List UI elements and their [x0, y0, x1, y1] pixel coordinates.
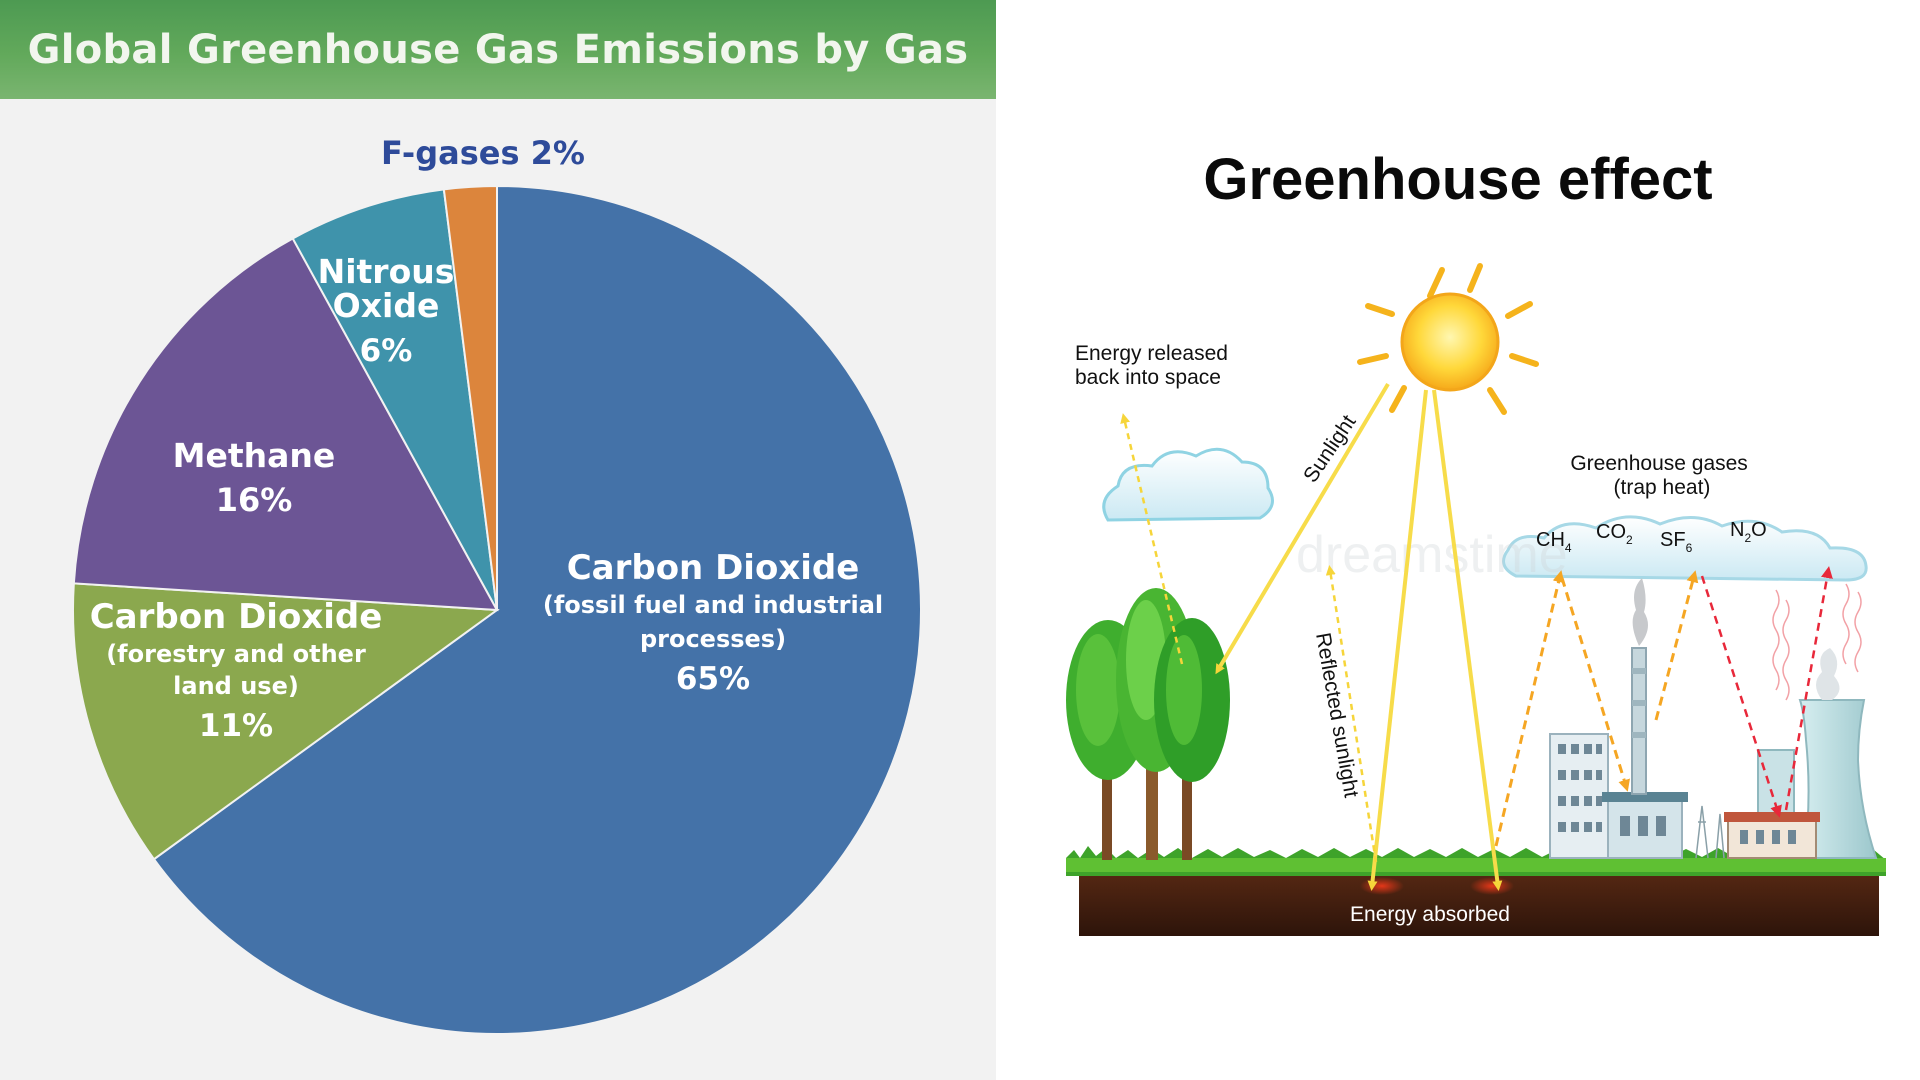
pie-chart-header: Global Greenhouse Gas Emissions by Gas — [0, 0, 996, 99]
soil-layer — [1079, 866, 1879, 936]
energy-released-arrow — [1120, 413, 1184, 665]
greenhouse-gases-label: Greenhouse gases (trap heat) — [1570, 452, 1753, 499]
grass-base — [1066, 858, 1886, 872]
trapped-heat-arrows — [1494, 570, 1699, 847]
pie-slice-label: Carbon Dioxide (forestry and other land us… — [90, 597, 383, 744]
gas-formula: CO2 — [1596, 521, 1633, 547]
pie-slice-label: Methane 16% — [173, 436, 336, 519]
power-plant — [1695, 583, 1878, 859]
pie-slice-label: Nitrous Oxide 6% — [318, 252, 455, 369]
left-cloud — [1102, 447, 1274, 522]
pie-slice-label: Carbon Dioxide (fossil fuel and industria… — [543, 548, 883, 697]
reflected-sunlight-arrow — [1325, 565, 1378, 863]
gas-formula: CH4 — [1536, 529, 1572, 555]
pie-slice — [152, 184, 922, 1035]
sun-icon — [1357, 263, 1539, 415]
watermark: dreamstime — [1296, 526, 1568, 584]
gas-formula: SF6 — [1660, 529, 1693, 555]
pie-chart: Carbon Dioxide (fossil fuel and industria… — [72, 134, 922, 1035]
greenhouse-diagram-panel: dreamstime — [996, 0, 1920, 1080]
reflected-sunlight-label: Reflected sunlight — [1311, 631, 1363, 800]
pie-slice — [442, 184, 498, 611]
pie-slice — [291, 188, 498, 611]
absorbed-glow-right — [1470, 877, 1514, 895]
greenhouse-gas-cloud — [1502, 515, 1868, 582]
energy-absorbed-label: Energy absorbed — [1350, 903, 1510, 926]
diagram-title: Greenhouse effect — [1203, 147, 1713, 212]
pie-slice — [72, 237, 499, 612]
greenhouse-effect-diagram: dreamstime — [1066, 263, 1886, 936]
absorbed-glow-left — [1360, 877, 1404, 895]
pie-slice-label: F-gases 2% — [381, 134, 585, 172]
pie-chart-title: Global Greenhouse Gas Emissions by Gas — [27, 26, 969, 73]
energy-released-label: Energy released back into space — [1075, 342, 1234, 389]
red-heat-arrows — [1700, 566, 1833, 818]
trees — [1066, 588, 1230, 860]
sunlight-arrows — [1215, 382, 1503, 891]
factory — [1549, 578, 1688, 859]
gas-formula-labels: CH4 CO2 SF6 N2O — [1536, 519, 1767, 555]
pie-slice — [72, 582, 500, 861]
gas-formula: N2O — [1730, 519, 1767, 545]
pie-chart-panel: Global Greenhouse Gas Emissions by Gas C… — [0, 0, 996, 1080]
